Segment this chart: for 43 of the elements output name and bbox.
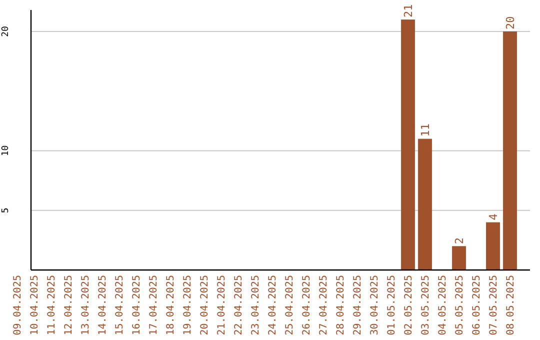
x-tick-label: 23.04.2025 [250,275,262,336]
x-tick-label: 27.04.2025 [318,275,330,336]
x-tick-label: 25.04.2025 [284,275,296,336]
bar [486,222,500,270]
x-tick-label: 20.04.2025 [200,275,210,336]
x-tick-label: 12.04.2025 [64,275,74,336]
x-tick-label: 03.05.2025 [420,275,432,336]
data-label: 20 [504,16,517,30]
x-tick-label: 28.04.2025 [336,275,346,336]
x-tick-label: 09.04.2025 [12,275,24,336]
y-tick-label: 5 [1,208,11,214]
x-tick-label: 18.04.2025 [166,275,176,336]
y-tick-label: 10 [1,145,11,156]
x-tick-label: 21.04.2025 [216,275,228,336]
bar [418,138,432,270]
data-label: 21 [402,4,415,18]
x-tick-label: 06.05.2025 [472,275,482,336]
x-tick-label: 22.04.2025 [234,275,244,336]
x-tick-label: 05.05.2025 [454,275,466,336]
x-tick-label: 02.05.2025 [404,275,414,336]
bar [401,20,415,270]
bar [503,31,517,270]
x-tick-label: 16.04.2025 [132,275,142,336]
x-tick-label: 24.04.2025 [268,275,278,336]
x-tick-label: 01.05.2025 [386,275,398,336]
x-tick-label: 29.04.2025 [352,275,364,336]
x-tick-label: 10.04.2025 [30,275,40,336]
x-tick-label: 15.04.2025 [114,275,126,336]
data-label: 4 [487,213,500,220]
x-tick-label: 08.05.2025 [506,275,516,336]
x-tick-label: 04.05.2025 [438,275,448,336]
bar [452,246,466,270]
x-tick-label: 13.04.2025 [80,275,92,336]
data-label: 2 [453,238,466,244]
x-tick-label: 11.04.2025 [46,275,58,336]
x-tick-label: 19.04.2025 [182,275,194,336]
x-tick-label: 14.04.2025 [98,275,108,336]
x-tick-label: 30.04.2025 [370,275,380,336]
data-label: 11 [419,124,432,137]
x-tick-label: 17.04.2025 [148,275,160,336]
x-tick-label: 26.04.2025 [302,275,312,336]
x-tick-label: 07.05.2025 [488,275,500,336]
y-tick-label: 20 [1,26,11,37]
